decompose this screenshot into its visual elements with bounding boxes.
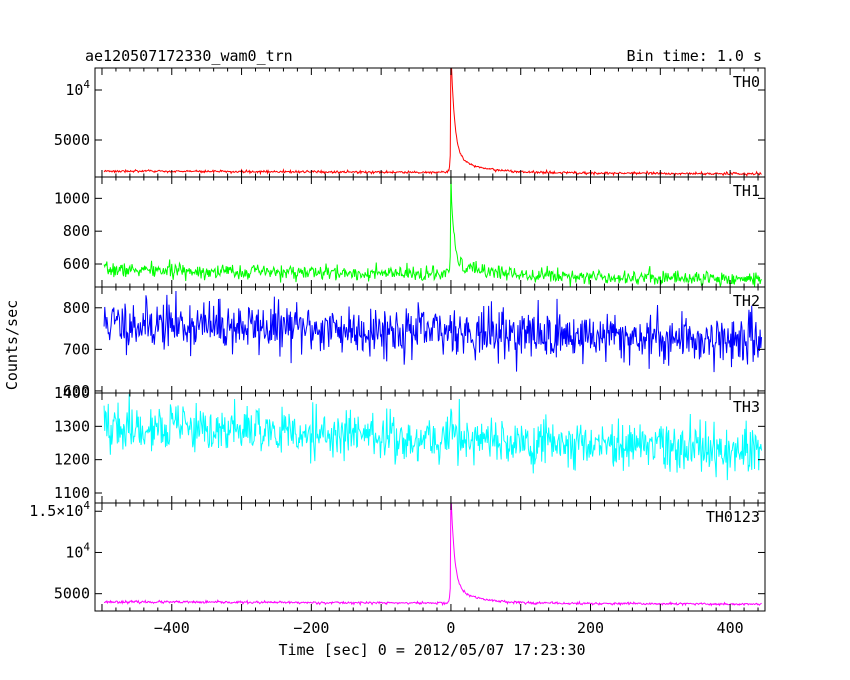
panel-label: TH1	[733, 182, 760, 200]
y-tick-label: 600	[63, 255, 90, 273]
x-tick-label: 0	[446, 619, 455, 637]
series-th2	[103, 290, 763, 373]
panel-label: TH0123	[706, 508, 760, 526]
y-axis-label: Counts/sec	[3, 300, 21, 390]
y-tick-label: 800	[63, 222, 90, 240]
y-tick-label: 1300	[54, 417, 90, 435]
chart-title: ae120507172330_wam0_trn	[85, 47, 293, 65]
panel-th2: 600 700 800 TH2	[63, 286, 766, 400]
panel-label: TH0	[733, 73, 760, 91]
y-tick-label: 800	[63, 299, 90, 317]
series-th0123	[104, 503, 762, 607]
y-tick-label: 104	[65, 540, 90, 561]
panel-frame	[94, 67, 766, 178]
x-tick-label: −200	[293, 619, 329, 637]
y-tick-label: 700	[63, 340, 90, 358]
panel-th0123: 5000 104 1.5×104 TH0123	[29, 499, 766, 612]
series-th1	[103, 177, 762, 287]
panel-th3: 1100 1200 1300 1400 TH3	[54, 384, 766, 504]
x-tick-label: −400	[154, 619, 190, 637]
y-tick-label: 600	[63, 382, 90, 400]
y-tick-label: 1400	[54, 384, 90, 402]
panel-label: TH3	[733, 398, 760, 416]
y-tick-label: 1000	[54, 189, 90, 207]
y-tick-label: 1.5×104	[29, 499, 90, 520]
panel-frame	[94, 392, 766, 504]
panel-th0: 5000 104 TH0	[54, 67, 766, 178]
panel-th1: 600 800 1000 TH1	[54, 176, 766, 288]
y-tick-label: 5000	[54, 585, 90, 603]
y-tick-label: 5000	[54, 131, 90, 149]
y-tick-label: 1100	[54, 484, 90, 502]
y-tick-label: 1200	[54, 451, 90, 469]
series-th0	[103, 68, 762, 177]
series-th3	[103, 393, 763, 481]
x-tick-label: 200	[577, 619, 604, 637]
x-tick-label: 400	[717, 619, 744, 637]
x-axis-label: Time [sec] 0 = 2012/05/07 17:23:30	[278, 641, 585, 659]
panel-label: TH2	[733, 292, 760, 310]
bin-time-label: Bin time: 1.0 s	[627, 47, 762, 65]
x-axis: −400 −200 0 200 400	[154, 619, 744, 637]
panel-frame	[94, 502, 766, 612]
y-tick-label: 104	[65, 78, 90, 99]
